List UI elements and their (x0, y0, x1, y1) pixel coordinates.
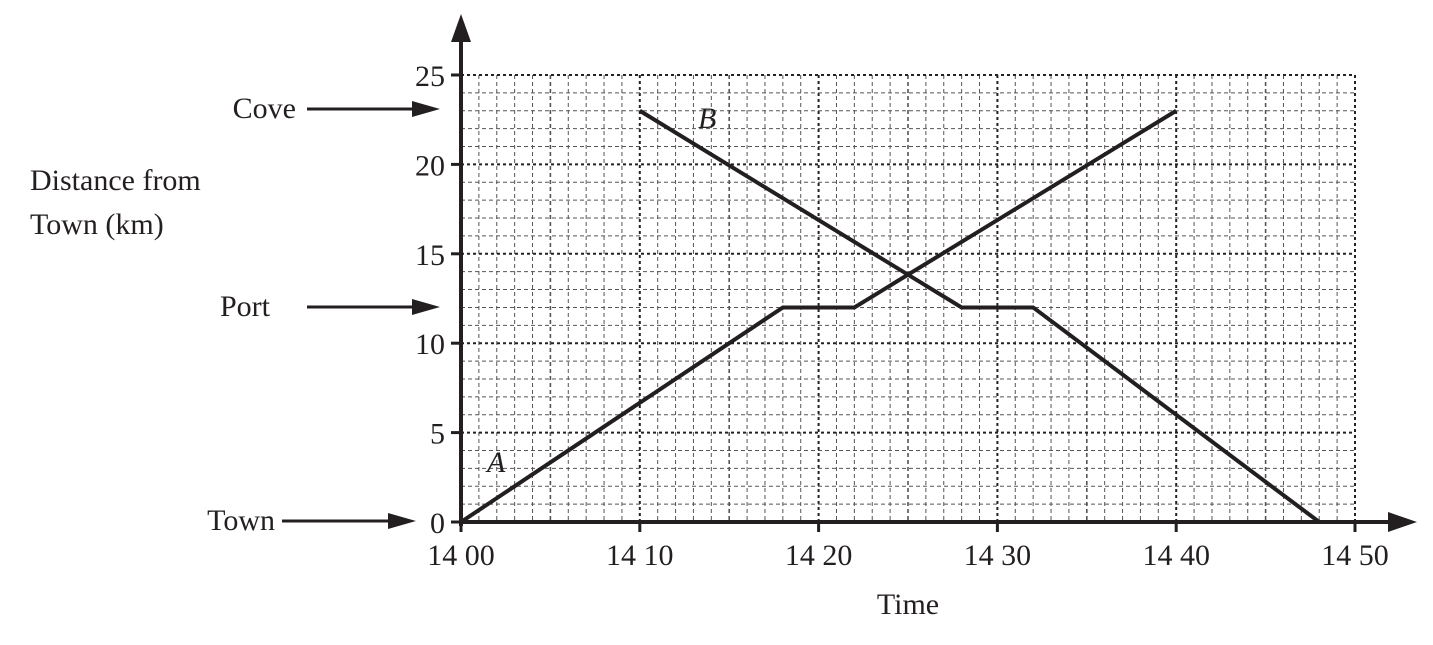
y-tick-label: 0 (430, 507, 445, 540)
xlabel: Time (877, 588, 939, 621)
x-tick-label: 14 10 (606, 539, 674, 572)
x-tick-label: 14 40 (1142, 539, 1210, 572)
tick-labels: 0 5 10 15 20 25 14 00 14 10 14 20 14 30 14 40 14 50 (415, 60, 1389, 572)
x-tick-label: 14 50 (1321, 539, 1389, 572)
y-tick-label: 10 (415, 328, 445, 361)
x-tick-label: 14 00 (427, 539, 495, 572)
port-label: Port (220, 290, 271, 323)
y-tick-label: 20 (415, 149, 445, 182)
ylabel-line1: Distance from (30, 164, 201, 197)
town-arrow-icon (282, 513, 416, 529)
y-tick-label: 15 (415, 239, 445, 272)
town-label: Town (207, 504, 275, 537)
series-a-label: A (485, 446, 506, 479)
y-tick-label: 5 (430, 418, 445, 451)
cove-arrow-icon (307, 101, 440, 117)
series-line-a (459, 109, 1178, 524)
port-arrow-icon (307, 299, 440, 315)
ylabel-line2: Town (km) (30, 208, 164, 241)
x-axis-arrow-icon (1388, 512, 1417, 532)
grid (461, 74, 1356, 522)
x-tick-label: 14 20 (785, 539, 853, 572)
cove-label: Cove (233, 92, 296, 125)
axes (451, 14, 1417, 532)
y-tick-label: 25 (415, 60, 445, 93)
series-line-b (638, 109, 1321, 524)
y-axis-arrow-icon (451, 14, 471, 42)
x-tick-label: 14 30 (964, 539, 1032, 572)
series-b-label: B (698, 102, 716, 135)
series-lines (459, 109, 1321, 524)
